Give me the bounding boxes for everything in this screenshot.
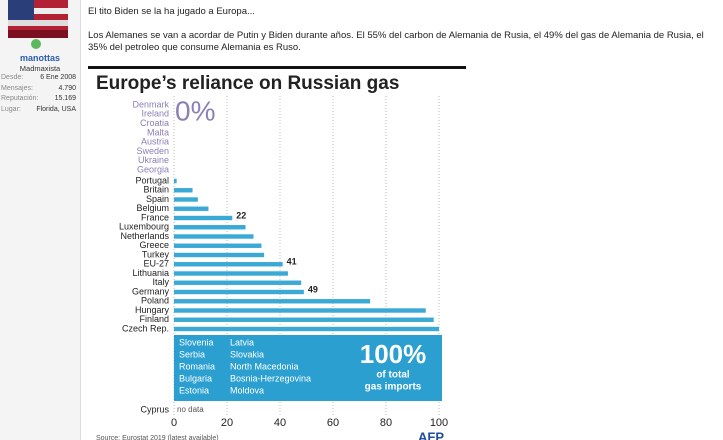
category-label: Finland <box>139 314 169 324</box>
category-label: Britain <box>143 185 169 195</box>
bar <box>174 262 283 267</box>
bar <box>174 225 246 230</box>
zero-label: 0% <box>175 95 215 126</box>
avatar[interactable] <box>8 0 68 38</box>
online-dot <box>31 39 41 49</box>
x-tick-label: 40 <box>274 417 286 429</box>
zero-country: Georgia <box>137 164 169 174</box>
bar <box>174 299 371 304</box>
bar <box>174 271 288 276</box>
full-group-box <box>174 335 442 401</box>
category-label: Netherlands <box>120 231 169 241</box>
bar <box>174 243 262 248</box>
full-country: Bulgaria <box>179 373 212 383</box>
stat-value: Florida, USA <box>36 105 76 113</box>
full-note: of total <box>376 370 410 381</box>
bar <box>174 326 439 332</box>
category-label: Poland <box>141 296 169 306</box>
category-label: France <box>141 212 169 222</box>
user-rank: Madmaxista <box>19 64 61 73</box>
category-label: Spain <box>146 194 169 204</box>
post-line: El tito Biden se la ha jugado a Europa..… <box>88 6 255 17</box>
full-country: Romania <box>179 361 215 371</box>
stat-label: Desde: <box>1 74 24 81</box>
bar <box>174 289 304 295</box>
top-rule <box>88 66 466 69</box>
full-country: North Macedonia <box>230 361 299 371</box>
stat-value: 4.790 <box>58 84 76 92</box>
source: Source: Eurostat 2019 (latest available) <box>96 435 219 440</box>
category-label: Germany <box>132 286 170 296</box>
username[interactable]: manottas <box>19 53 60 63</box>
stat-value: 15.169 <box>54 95 76 102</box>
bar <box>174 317 434 322</box>
category-label: Lithuania <box>132 268 169 278</box>
x-tick-label: 0 <box>171 417 177 429</box>
chart-title: Europe’s reliance on Russian gas <box>96 73 399 94</box>
category-label: Greece <box>139 240 169 250</box>
logo: AFP <box>418 429 444 440</box>
no-data-label: no data <box>177 405 204 414</box>
x-tick-label: 20 <box>221 417 233 429</box>
full-country: Latvia <box>230 337 254 347</box>
category-label: Italy <box>152 277 169 287</box>
full-country: Moldova <box>230 385 264 395</box>
full-note: gas imports <box>365 382 422 393</box>
no-data-country: Cyprus <box>140 404 169 414</box>
category-label: Hungary <box>135 305 170 315</box>
stat-value: 6 Ene 2008 <box>40 74 76 81</box>
bar <box>174 188 193 193</box>
stat-label: Lugar: <box>1 105 21 113</box>
bar <box>174 280 302 285</box>
x-tick-label: 100 <box>430 417 448 429</box>
category-label: Luxembourg <box>119 222 169 232</box>
category-label: Turkey <box>142 249 170 259</box>
category-label: Portugal <box>135 175 169 185</box>
bar <box>174 215 233 221</box>
zero-country: Sweden <box>136 146 169 156</box>
bar <box>174 206 209 211</box>
x-tick-label: 80 <box>380 417 392 429</box>
bar <box>174 308 426 313</box>
full-label: 100% <box>360 339 427 369</box>
stat-label: Mensajes: <box>1 84 33 92</box>
bar <box>174 234 254 239</box>
full-country: Slovakia <box>230 349 264 359</box>
bar <box>174 252 265 258</box>
zero-country: Austria <box>141 137 169 147</box>
value-label: 22 <box>236 210 246 220</box>
full-country: Bosnia-Herzegovina <box>230 373 311 383</box>
chart: Europe’s reliance on Russian gas 0 20 40 60… <box>88 66 466 440</box>
zero-country: Denmark <box>132 99 169 109</box>
sidebar <box>0 0 81 440</box>
value-label: 49 <box>308 284 318 294</box>
stat-label: Reputación: <box>1 95 39 102</box>
full-country: Slovenia <box>179 337 214 347</box>
category-label: Belgium <box>136 203 169 213</box>
category-label: EU-27 <box>143 259 169 269</box>
value-label: 41 <box>287 257 297 267</box>
full-country: Estonia <box>179 385 209 395</box>
zero-country: Ukraine <box>138 155 169 165</box>
bar <box>174 178 177 184</box>
zero-country: Croatia <box>140 118 169 128</box>
zero-country: Ireland <box>141 109 169 119</box>
zero-country: Malta <box>147 127 169 137</box>
category-label: Czech Rep. <box>122 323 169 333</box>
x-tick-label: 60 <box>327 417 339 429</box>
bar <box>174 197 198 202</box>
post-paragraph: Los Alemanes se van a acordar de Putin y… <box>88 30 704 53</box>
full-country: Serbia <box>179 349 205 359</box>
